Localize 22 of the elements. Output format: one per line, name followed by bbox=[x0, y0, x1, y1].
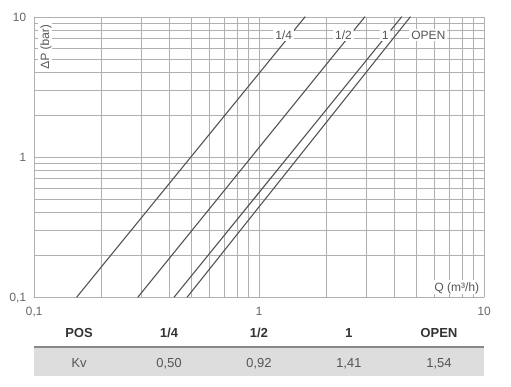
x-tick-label: 0,1 bbox=[26, 304, 43, 318]
text: 1/2 bbox=[250, 324, 268, 340]
x-axis-title: Q (m³/h) bbox=[434, 280, 480, 294]
y-tick-label: 10 bbox=[12, 10, 26, 24]
x-tick-label: 10 bbox=[477, 304, 491, 318]
y-axis-title: ΔP (bar) bbox=[38, 24, 52, 69]
text: 1/4 bbox=[160, 324, 178, 340]
text: 0,92 bbox=[214, 347, 304, 376]
text: 1 bbox=[345, 324, 352, 340]
x-tick-label: 1 bbox=[256, 304, 263, 318]
text: 1,54 bbox=[394, 347, 484, 376]
text: POS bbox=[34, 318, 124, 347]
series-label: 1/4 bbox=[275, 28, 292, 42]
text: Kv bbox=[34, 347, 124, 376]
series-label: 1/2 bbox=[335, 28, 352, 42]
text: 0,50 bbox=[124, 347, 214, 376]
y-tick-label: 1 bbox=[19, 150, 26, 164]
series-label: 1 bbox=[382, 28, 389, 42]
y-tick-label: 0,1 bbox=[9, 290, 26, 304]
series-label: OPEN bbox=[411, 28, 446, 42]
text: 1,41 bbox=[304, 347, 394, 376]
text: OPEN bbox=[420, 324, 458, 340]
